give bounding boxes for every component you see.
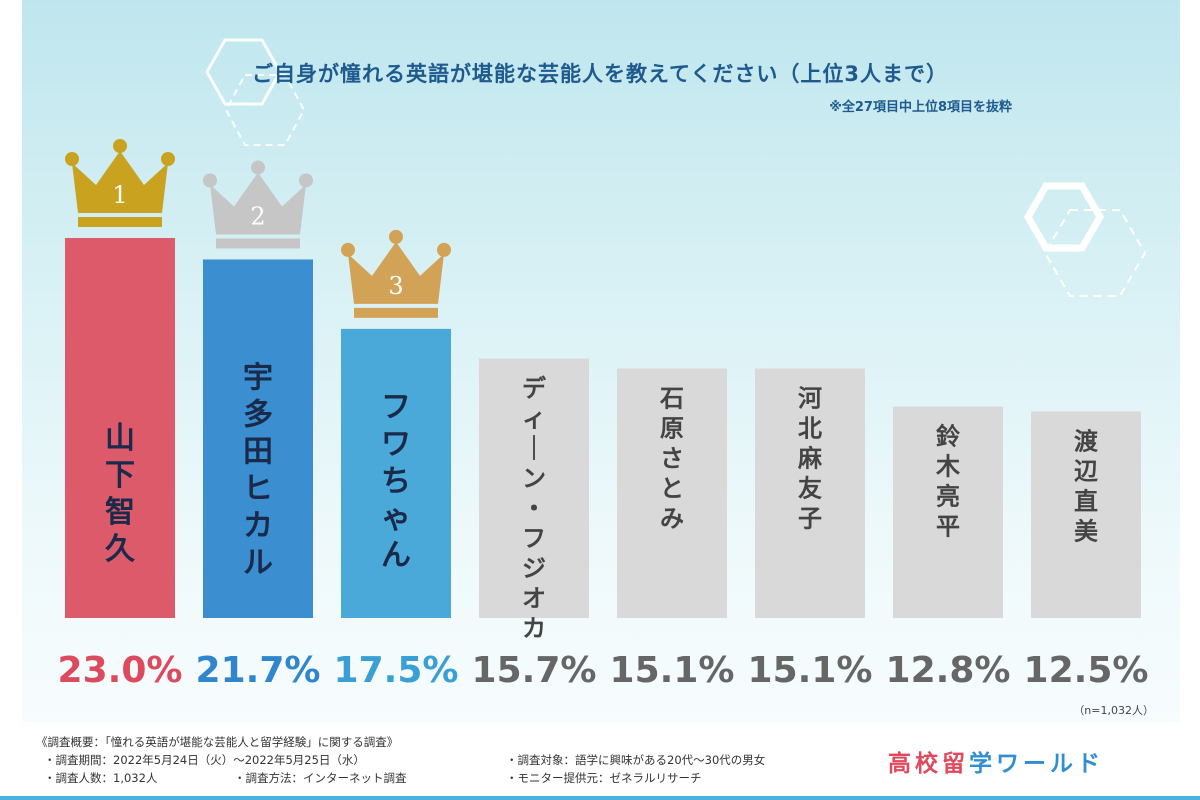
bar-label-char: 友 xyxy=(798,475,822,503)
bar-label-char: 原 xyxy=(660,415,684,443)
bar-label-char: 平 xyxy=(936,513,960,541)
bar-label-char: ル xyxy=(243,545,273,580)
bar-label-char: 辺 xyxy=(1074,457,1098,485)
bar xyxy=(479,358,589,618)
bar xyxy=(893,406,1003,618)
bar-label-char: フ xyxy=(381,390,411,425)
bar xyxy=(755,368,865,618)
bar-label-char: 石 xyxy=(659,385,684,413)
crown-jewel xyxy=(437,242,451,257)
bar-label-char: 山 xyxy=(105,421,135,456)
value-label: 15.1% xyxy=(748,650,873,691)
bar-label-char: ヒ xyxy=(243,471,273,506)
bar-label-char: 麻 xyxy=(797,445,823,473)
bar-label-char: ワ xyxy=(381,427,411,462)
bar-label-char: ィ xyxy=(522,405,546,433)
bar-label-char: ・ xyxy=(522,495,546,523)
value-label: 17.5% xyxy=(334,650,459,691)
bar-label-char: ｜ xyxy=(522,435,546,463)
bar xyxy=(1031,411,1141,618)
rank-label: 3 xyxy=(388,272,403,300)
rank-label: 1 xyxy=(112,181,127,209)
crown-jewel xyxy=(65,152,79,166)
bar xyxy=(617,368,727,618)
bar xyxy=(203,259,313,618)
bar-label-char: ン xyxy=(522,465,546,493)
crown-band xyxy=(354,307,438,318)
bar-label-char: 田 xyxy=(243,434,273,469)
bar-label-char: 子 xyxy=(798,505,822,533)
bar-label-char: オ xyxy=(522,585,546,613)
chart-title: ご自身が憧れる英語が堪能な芸能人を教えてください（上位3人まで） xyxy=(252,62,948,86)
chart-subtitle: ※全27項目中上位8項目を抜粋 xyxy=(829,100,1012,115)
value-label: 15.7% xyxy=(472,650,597,691)
bar-label-char: ジ xyxy=(522,555,546,583)
bar-label-char: 下 xyxy=(105,458,135,493)
crown-jewel xyxy=(251,160,265,175)
sample-size-note: （n=1,032人） xyxy=(1073,704,1154,717)
bar xyxy=(65,238,175,618)
bar-label-char: 渡 xyxy=(1074,427,1099,455)
bar-label-char: 直 xyxy=(1074,487,1098,515)
survey-provider: ・モニター提供元：ゼネラルリサーチ xyxy=(506,771,702,785)
bar-label-char: 美 xyxy=(1074,517,1098,545)
crown-icon xyxy=(72,151,168,213)
rank-label: 2 xyxy=(250,202,265,230)
bar-label-char: カ xyxy=(522,615,546,643)
bar-label-char: フ xyxy=(522,525,546,553)
bar-label-char: 久 xyxy=(105,532,135,567)
brand-logo: 高校留学ワールド xyxy=(888,744,1104,778)
bar-label-char: ゃ xyxy=(381,501,411,536)
brand-logo-part1: 高校留 xyxy=(888,751,969,777)
survey-overview: 《調査概要：「憧れる英語が堪能な芸能人と留学経験」に関する調査》 xyxy=(36,735,399,749)
crown-jewel xyxy=(299,173,313,188)
bottom-rule xyxy=(0,796,1200,800)
bar-label-char: 河 xyxy=(798,385,822,413)
crown-icon xyxy=(210,172,306,235)
bar-label-char: と xyxy=(660,475,684,503)
crown-jewel xyxy=(113,139,127,153)
crown-jewel xyxy=(161,152,175,166)
survey-period: ・調査期間：2022年5月24日（火）～2022年5月25日（水） xyxy=(44,753,365,767)
brand-logo-part2: 学ワールド xyxy=(969,751,1104,777)
bar-label-char: 鈴 xyxy=(936,423,961,451)
bar-label-char: み xyxy=(660,505,684,533)
survey-count: ・調査人数：1,032人 xyxy=(44,771,158,785)
bar-label-char: デ xyxy=(522,375,547,403)
value-label: 12.8% xyxy=(886,650,1011,691)
bar xyxy=(341,328,451,618)
bar-label-char: さ xyxy=(660,445,684,473)
crown-band xyxy=(216,238,300,249)
crown-icon xyxy=(348,241,444,304)
survey-footer: 《調査概要：「憧れる英語が堪能な芸能人と留学経験」に関する調査》 ・調査期間：2… xyxy=(0,722,1200,800)
crown-jewel xyxy=(389,229,403,244)
value-label: 23.0% xyxy=(58,650,183,691)
survey-target: ・調査対象：語学に興味がある20代～30代の男女 xyxy=(506,753,766,767)
value-label: 15.1% xyxy=(610,650,735,691)
value-label: 21.7% xyxy=(196,650,321,691)
bar-label-char: カ xyxy=(243,508,273,543)
bar-label-char: 北 xyxy=(798,415,822,443)
bar-label-char: ん xyxy=(381,538,411,573)
bar-label-char: 多 xyxy=(243,397,273,432)
bar-label-char: 宇 xyxy=(243,360,273,395)
survey-method: ・調査方法：インターネット調査 xyxy=(234,771,407,785)
bar-label-char: 亮 xyxy=(936,483,960,511)
bar-label-char: 智 xyxy=(105,495,135,530)
value-label: 12.5% xyxy=(1024,650,1149,691)
bar-label-char: 木 xyxy=(935,453,961,481)
crown-band xyxy=(78,217,162,227)
crown-jewel xyxy=(203,173,217,188)
crown-jewel xyxy=(341,242,355,257)
bar-label-char: ち xyxy=(381,464,411,499)
